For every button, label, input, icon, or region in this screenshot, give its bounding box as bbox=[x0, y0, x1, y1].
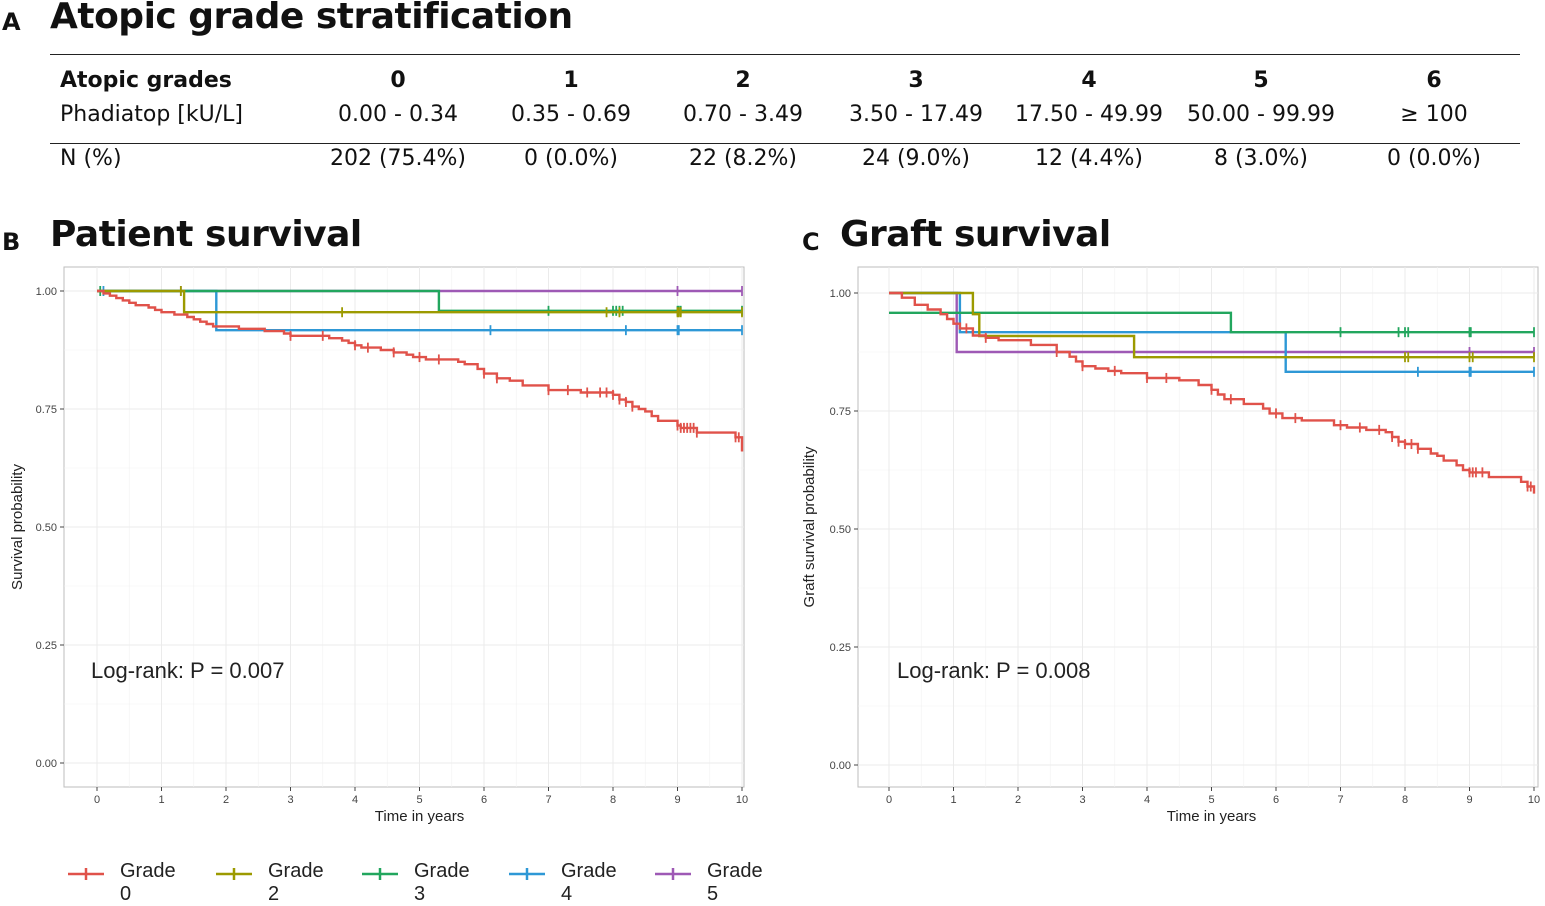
log-rank-annotation: Log-rank: P = 0.007 bbox=[91, 658, 284, 683]
x-tick-label: 8 bbox=[610, 794, 616, 806]
x-tick-label: 6 bbox=[1273, 794, 1279, 806]
y-tick-label: 0.00 bbox=[830, 760, 851, 772]
x-tick-label: 2 bbox=[223, 794, 229, 806]
legend-label: Grade 2 bbox=[268, 860, 324, 905]
grade-header-1: 1 bbox=[563, 68, 579, 93]
legend-key-icon bbox=[362, 868, 398, 880]
legend-key-icon bbox=[216, 868, 252, 880]
graft-survival-chart: 0 1 2 3 4 5 6 7 8 9 10 0.00 0.25 0.50 0.75 1.00 Time in … bbox=[801, 266, 1540, 825]
legend-key-icon bbox=[509, 868, 545, 880]
legend-label: Grade 0 bbox=[120, 860, 176, 905]
legend-label: Grade 3 bbox=[414, 860, 470, 905]
x-tick-label: 3 bbox=[1079, 794, 1085, 806]
series-line-grade-2 bbox=[889, 291, 1534, 359]
phadiatop-range-6: ≥ 100 bbox=[1400, 102, 1468, 127]
n-percent-label: N (%) bbox=[60, 146, 122, 171]
phadiatop-range-4: 17.50 - 49.99 bbox=[1015, 102, 1163, 127]
panel-a-letter: A bbox=[2, 8, 21, 36]
y-tick-label: 0.50 bbox=[36, 522, 57, 534]
legend-label: Grade 4 bbox=[561, 860, 617, 905]
panel-a-title: Atopic grade stratification bbox=[50, 0, 573, 37]
grade-header-2: 2 bbox=[735, 68, 751, 93]
x-tick-label: 9 bbox=[1466, 794, 1472, 806]
plot-panel bbox=[857, 266, 1539, 788]
n-percent-5: 8 (3.0%) bbox=[1213, 146, 1309, 171]
y-tick-label: 1.00 bbox=[36, 286, 57, 298]
phadiatop-range-3: 3.50 - 17.49 bbox=[849, 102, 983, 127]
patient-survival-chart: 0 1 2 3 4 5 6 7 8 9 10 0.00 0.25 0.50 0.75 1.00 Time in … bbox=[9, 266, 748, 825]
y-axis-title: Survival probability bbox=[9, 464, 26, 590]
grade-header-4: 4 bbox=[1081, 68, 1097, 93]
x-tick-label: 5 bbox=[1208, 794, 1214, 806]
panel-b-letter: B bbox=[2, 228, 21, 256]
x-tick-label: 9 bbox=[674, 794, 680, 806]
n-percent-1: 0 (0.0%) bbox=[523, 146, 619, 171]
x-tick-label: 10 bbox=[736, 794, 748, 806]
n-percent-2: 22 (8.2%) bbox=[688, 146, 798, 171]
legend-key-icon bbox=[68, 868, 104, 880]
x-tick-label: 7 bbox=[1337, 794, 1343, 806]
series-line-grade-3 bbox=[97, 289, 742, 312]
phadiatop-label: Phadiatop [kU/L] bbox=[60, 102, 243, 127]
x-tick-label: 1 bbox=[950, 794, 956, 806]
n-percent-3: 24 (9.0%) bbox=[861, 146, 971, 171]
grade-header-5: 5 bbox=[1253, 68, 1269, 93]
table-mid-rule bbox=[50, 143, 1520, 144]
panel-c-title: Graft survival bbox=[840, 214, 1111, 255]
phadiatop-range-5: 50.00 - 99.99 bbox=[1187, 102, 1335, 127]
x-tick-label: 5 bbox=[416, 794, 422, 806]
phadiatop-range-2: 0.70 - 3.49 bbox=[683, 102, 803, 127]
y-tick-label: 0.75 bbox=[36, 404, 57, 416]
y-axis-title: Graft survival probability bbox=[801, 446, 818, 607]
x-tick-label: 1 bbox=[158, 794, 164, 806]
series-line-grade-2 bbox=[97, 289, 742, 314]
x-tick-label: 4 bbox=[352, 794, 358, 806]
grade-header-3: 3 bbox=[908, 68, 924, 93]
y-tick-label: 0.50 bbox=[830, 524, 851, 536]
y-tick-label: 0.25 bbox=[36, 640, 57, 652]
x-tick-label: 10 bbox=[1528, 794, 1540, 806]
x-tick-label: 7 bbox=[545, 794, 551, 806]
n-percent-4: 12 (4.4%) bbox=[1034, 146, 1144, 171]
grade-header-0: 0 bbox=[390, 68, 406, 93]
series-line-grade-0 bbox=[889, 291, 1536, 494]
y-tick-label: 0.75 bbox=[830, 406, 851, 418]
y-tick-label: 0.25 bbox=[830, 642, 851, 654]
x-axis-title: Time in years bbox=[1167, 808, 1256, 825]
x-tick-label: 3 bbox=[287, 794, 293, 806]
y-tick-label: 1.00 bbox=[830, 288, 851, 300]
atopic-grades-label: Atopic grades bbox=[60, 68, 232, 93]
series-line-grade-3 bbox=[889, 311, 1534, 334]
x-tick-label: 8 bbox=[1402, 794, 1408, 806]
legend-label: Grade 5 bbox=[707, 860, 763, 905]
x-tick-label: 4 bbox=[1144, 794, 1150, 806]
grade-header-6: 6 bbox=[1426, 68, 1442, 93]
table-top-rule bbox=[50, 54, 1520, 55]
legend-key-icon bbox=[655, 868, 691, 880]
phadiatop-range-0: 0.00 - 0.34 bbox=[338, 102, 458, 127]
x-tick-label: 0 bbox=[94, 794, 100, 806]
x-axis-title: Time in years bbox=[375, 808, 464, 825]
x-tick-label: 2 bbox=[1015, 794, 1021, 806]
x-tick-label: 6 bbox=[481, 794, 487, 806]
log-rank-annotation: Log-rank: P = 0.008 bbox=[897, 658, 1090, 683]
y-tick-label: 0.00 bbox=[36, 758, 57, 770]
n-percent-0: 202 (75.4%) bbox=[329, 146, 467, 171]
phadiatop-range-1: 0.35 - 0.69 bbox=[511, 102, 631, 127]
x-tick-label: 0 bbox=[886, 794, 892, 806]
n-percent-6: 0 (0.0%) bbox=[1386, 146, 1482, 171]
panel-c-letter: C bbox=[802, 228, 820, 256]
panel-b-title: Patient survival bbox=[50, 214, 362, 255]
